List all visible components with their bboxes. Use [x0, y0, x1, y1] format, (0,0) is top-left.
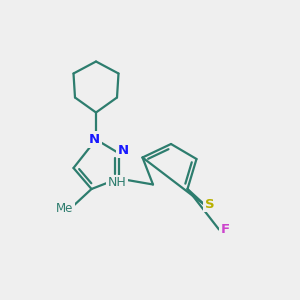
Text: N: N: [117, 143, 129, 157]
Text: F: F: [220, 223, 230, 236]
Text: Me: Me: [56, 202, 73, 215]
Text: NH: NH: [108, 176, 126, 190]
Text: S: S: [205, 197, 215, 211]
Text: N: N: [89, 133, 100, 146]
